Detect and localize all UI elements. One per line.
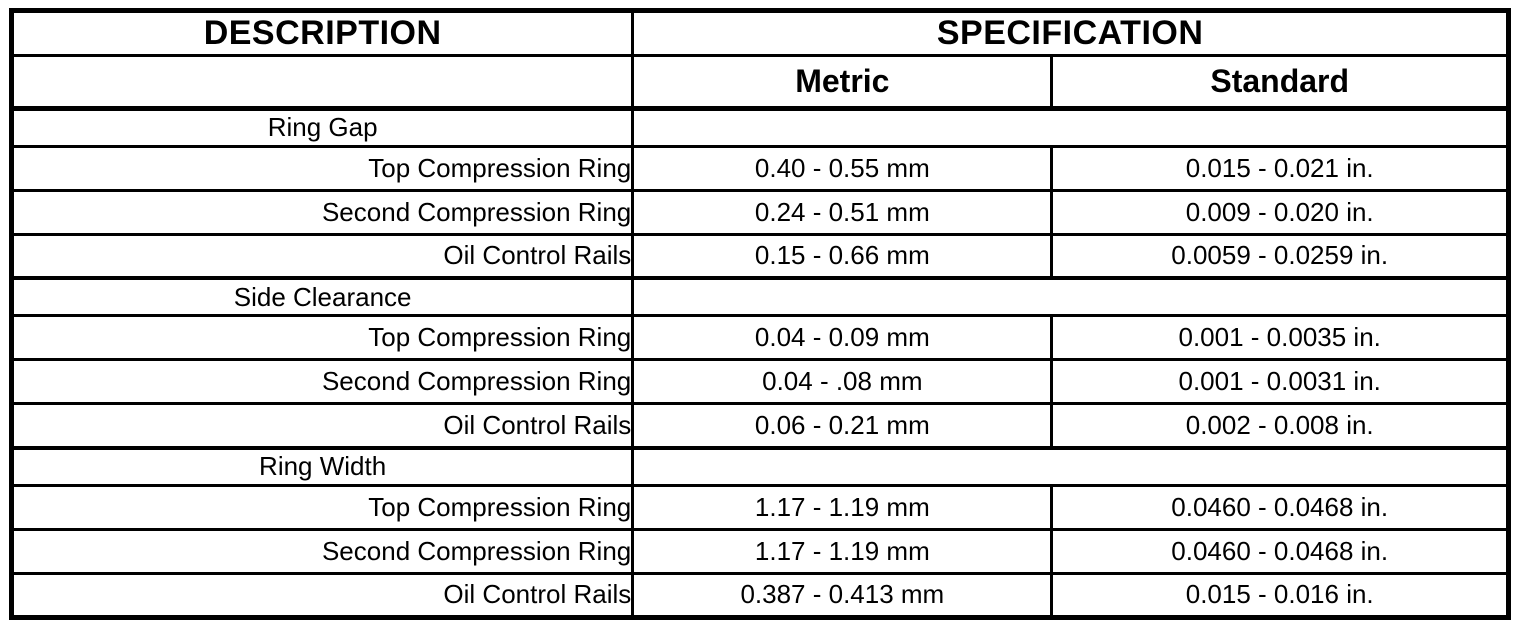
section-row-ring-gap: Ring Gap [9, 106, 1510, 148]
column-header-specification: SPECIFICATION [631, 9, 1510, 57]
row-label: Second Compression Ring [9, 188, 635, 236]
standard-value: 0.0059 - 0.0259 in. [1050, 232, 1510, 280]
section-spec-empty-cell [631, 276, 1510, 318]
table-row: Second Compression Ring 1.17 - 1.19 mm 0… [9, 528, 1510, 575]
standard-value: 0.0460 - 0.0468 in. [1050, 484, 1510, 532]
metric-value: 0.40 - 0.55 mm [631, 144, 1054, 192]
metric-value: 0.04 - 0.09 mm [631, 314, 1054, 362]
section-spec-empty-cell [631, 445, 1510, 488]
row-label: Second Compression Ring [9, 528, 635, 575]
table-subheader-row: Metric Standard [9, 53, 1510, 112]
section-title: Ring Gap [9, 106, 635, 148]
section-title: Side Clearance [9, 276, 635, 318]
standard-value: 0.0460 - 0.0468 in. [1050, 528, 1510, 575]
row-label: Oil Control Rails [9, 402, 635, 450]
row-label: Top Compression Ring [9, 314, 635, 362]
row-label: Oil Control Rails [9, 232, 635, 280]
column-header-description: DESCRIPTION [9, 9, 635, 57]
metric-value: 1.17 - 1.19 mm [631, 484, 1054, 532]
row-label: Top Compression Ring [9, 144, 635, 192]
section-row-ring-width: Ring Width [9, 445, 1510, 488]
standard-value: 0.001 - 0.0035 in. [1050, 314, 1510, 362]
row-label: Second Compression Ring [9, 358, 635, 406]
section-row-side-clearance: Side Clearance [9, 276, 1510, 318]
table-row: Second Compression Ring 0.04 - .08 mm 0.… [9, 358, 1510, 406]
metric-value: 0.24 - 0.51 mm [631, 188, 1054, 236]
table-row: Oil Control Rails 0.06 - 0.21 mm 0.002 -… [9, 402, 1510, 450]
row-label: Oil Control Rails [9, 571, 635, 620]
metric-value: 1.17 - 1.19 mm [631, 528, 1054, 575]
table-header-row: DESCRIPTION SPECIFICATION [9, 9, 1510, 57]
column-header-standard: Standard [1050, 53, 1510, 112]
table-row: Second Compression Ring 0.24 - 0.51 mm 0… [9, 188, 1510, 236]
table-row: Oil Control Rails 0.15 - 0.66 mm 0.0059 … [9, 232, 1510, 280]
empty-header-cell [9, 53, 635, 112]
section-spec-empty-cell [631, 106, 1510, 148]
standard-value: 0.015 - 0.021 in. [1050, 144, 1510, 192]
standard-value: 0.009 - 0.020 in. [1050, 188, 1510, 236]
metric-value: 0.15 - 0.66 mm [631, 232, 1054, 280]
column-header-metric: Metric [631, 53, 1054, 112]
standard-value: 0.002 - 0.008 in. [1050, 402, 1510, 450]
standard-value: 0.015 - 0.016 in. [1050, 571, 1510, 620]
table-row: Top Compression Ring 0.04 - 0.09 mm 0.00… [9, 314, 1510, 362]
row-label: Top Compression Ring [9, 484, 635, 532]
table-row: Oil Control Rails 0.387 - 0.413 mm 0.015… [9, 571, 1510, 620]
section-title: Ring Width [9, 445, 635, 488]
piston-ring-specification-table: DESCRIPTION SPECIFICATION Metric Standar… [9, 8, 1511, 620]
table-row: Top Compression Ring 1.17 - 1.19 mm 0.04… [9, 484, 1510, 532]
standard-value: 0.001 - 0.0031 in. [1050, 358, 1510, 406]
metric-value: 0.04 - .08 mm [631, 358, 1054, 406]
table-row: Top Compression Ring 0.40 - 0.55 mm 0.01… [9, 144, 1510, 192]
metric-value: 0.06 - 0.21 mm [631, 402, 1054, 450]
metric-value: 0.387 - 0.413 mm [631, 571, 1054, 620]
